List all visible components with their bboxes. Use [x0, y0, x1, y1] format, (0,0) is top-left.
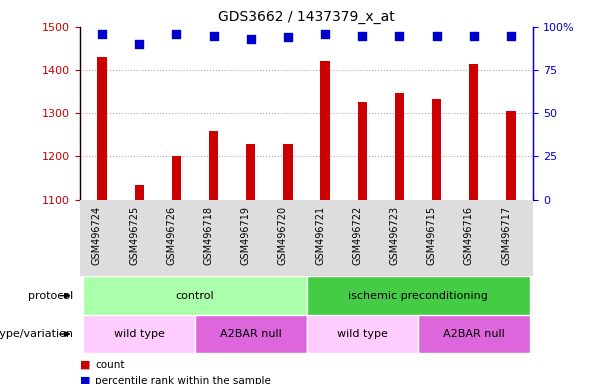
- Text: GSM496723: GSM496723: [389, 206, 400, 265]
- Text: count: count: [95, 360, 124, 370]
- Text: GSM496715: GSM496715: [427, 206, 436, 265]
- Bar: [469, 64, 479, 200]
- Text: genotype/variation: genotype/variation: [0, 329, 74, 339]
- Text: GSM496721: GSM496721: [315, 206, 325, 265]
- Text: GSM496722: GSM496722: [352, 206, 362, 265]
- Text: ischemic preconditioning: ischemic preconditioning: [348, 291, 488, 301]
- Bar: [321, 61, 330, 200]
- Point: [246, 36, 256, 42]
- Text: ■: ■: [80, 360, 90, 370]
- Bar: [418, 315, 530, 353]
- Text: percentile rank within the sample: percentile rank within the sample: [95, 376, 271, 384]
- Bar: [172, 157, 181, 200]
- Point: [395, 33, 405, 39]
- Point: [432, 33, 441, 39]
- Bar: [83, 315, 195, 353]
- Title: GDS3662 / 1437379_x_at: GDS3662 / 1437379_x_at: [218, 10, 395, 25]
- Text: ■: ■: [80, 376, 90, 384]
- Text: A2BAR null: A2BAR null: [220, 329, 281, 339]
- Point: [320, 31, 330, 37]
- Point: [283, 34, 293, 40]
- Bar: [209, 131, 218, 200]
- Point: [506, 33, 516, 39]
- Bar: [134, 185, 144, 200]
- Text: control: control: [176, 291, 215, 301]
- Text: A2BAR null: A2BAR null: [443, 329, 504, 339]
- Bar: [506, 111, 516, 200]
- Bar: [97, 57, 107, 200]
- Bar: [246, 144, 256, 200]
- Bar: [83, 276, 306, 315]
- Text: GSM496719: GSM496719: [241, 206, 251, 265]
- Text: GSM496716: GSM496716: [464, 206, 474, 265]
- Bar: [195, 315, 306, 353]
- Point: [357, 33, 367, 39]
- Bar: [283, 144, 292, 200]
- Text: GSM496724: GSM496724: [92, 206, 102, 265]
- Bar: [395, 93, 404, 200]
- Text: GSM496717: GSM496717: [501, 206, 511, 265]
- Text: wild type: wild type: [337, 329, 387, 339]
- Point: [97, 31, 107, 37]
- Point: [208, 33, 218, 39]
- Text: GSM496720: GSM496720: [278, 206, 288, 265]
- Text: protocol: protocol: [28, 291, 74, 301]
- Text: GSM496726: GSM496726: [166, 206, 177, 265]
- Bar: [357, 103, 367, 200]
- Text: GSM496718: GSM496718: [204, 206, 213, 265]
- Bar: [432, 99, 441, 200]
- Point: [134, 41, 144, 47]
- Text: wild type: wild type: [114, 329, 165, 339]
- Point: [172, 31, 181, 37]
- Point: [469, 33, 479, 39]
- Bar: [306, 315, 418, 353]
- Bar: [306, 276, 530, 315]
- Text: GSM496725: GSM496725: [129, 206, 139, 265]
